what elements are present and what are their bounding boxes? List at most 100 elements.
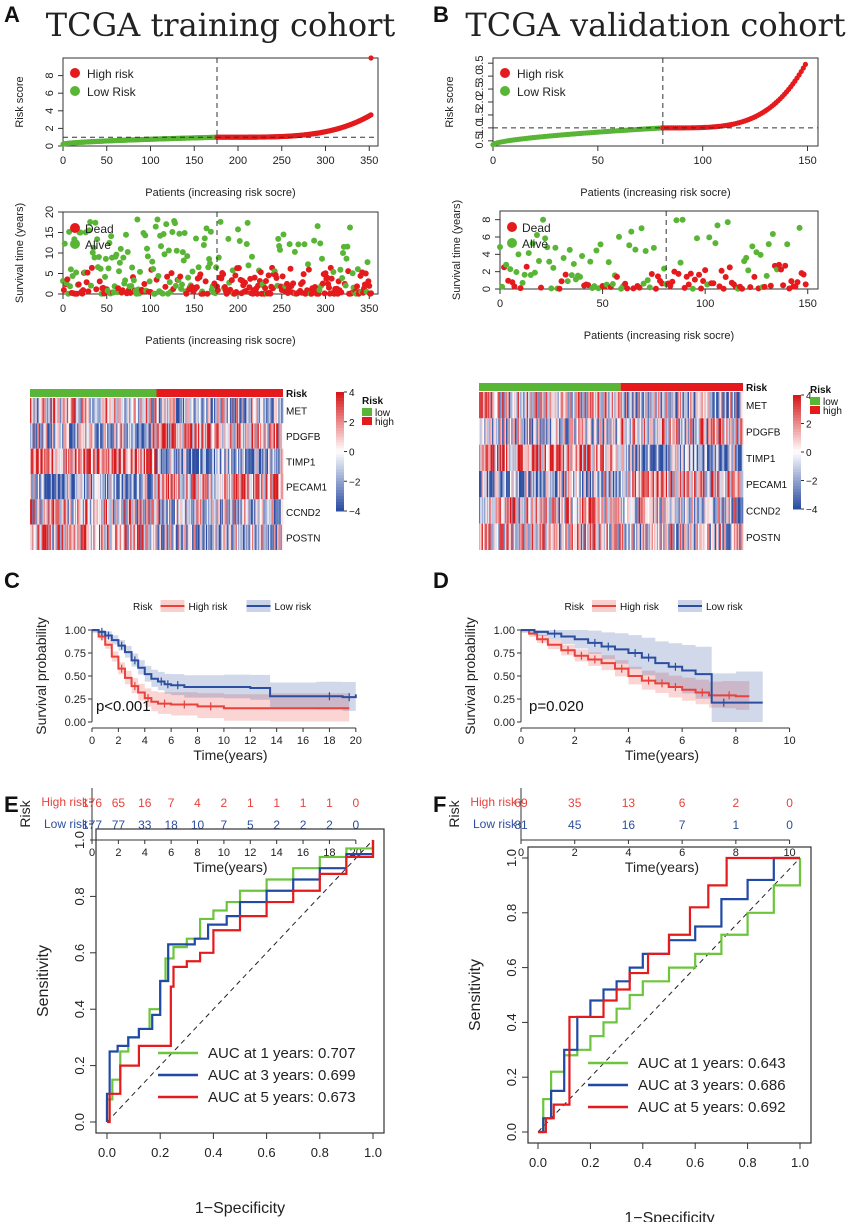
a-heat-cell (270, 398, 272, 424)
b-heat-cell (485, 444, 488, 471)
a-heat-cell (103, 423, 106, 449)
a-status-status-point (84, 269, 91, 276)
a-heat-cell (82, 423, 85, 449)
a-heat-cell (100, 423, 102, 449)
a-status-status-point (275, 235, 282, 242)
b-heat-cell (569, 392, 571, 419)
a-heat-cell (200, 398, 202, 424)
a-heat-cell (38, 398, 40, 424)
a-status-status-point (88, 282, 94, 289)
b-heat-scale-step (793, 443, 801, 447)
b-heat-cell (515, 444, 517, 471)
a-heat-cell (118, 398, 120, 424)
a-heat-cell (184, 423, 186, 449)
a-heat-cell (173, 474, 176, 500)
b-heat-cell (587, 523, 589, 550)
a-heat-cell (84, 474, 86, 500)
b-status-status-point (624, 285, 631, 292)
a-heat-cell (154, 448, 156, 474)
a-heat-scale-step (336, 475, 344, 479)
b-heat-cell (583, 444, 585, 471)
b-heat-cell (552, 497, 554, 524)
b-heat-cell (718, 418, 721, 445)
d-km-table-count: 0 (786, 818, 793, 832)
b-heat-cell (694, 418, 696, 445)
b-heat-cell (706, 392, 709, 419)
a-heat-cell (138, 398, 140, 424)
a-heat-cell (239, 423, 241, 449)
b-heat-cell (648, 497, 651, 524)
a-heat-cell (100, 398, 102, 424)
a-heat-cell (201, 448, 203, 474)
b-heat-cell (661, 471, 664, 498)
a-heat-cell (161, 474, 163, 500)
a-heat-cell (166, 524, 169, 550)
a-status-status-point (277, 246, 283, 253)
b-heat-cell (677, 444, 679, 471)
b-heat-cell (540, 471, 543, 498)
b-risk-legend-label: Low Risk (517, 85, 567, 99)
b-heat-cell (605, 444, 607, 471)
b-heat-cell (601, 523, 603, 550)
b-heat-cell (709, 392, 712, 419)
b-heat-cell (536, 471, 539, 498)
a-heat-cell (74, 524, 77, 550)
a-heat-cell (105, 499, 108, 525)
b-heat-cell (536, 392, 539, 419)
a-heat-cell (31, 524, 33, 550)
b-heat-cell (714, 497, 717, 524)
b-heat-cell (507, 497, 509, 524)
a-heat-cell (92, 474, 94, 500)
a-heat-cell (108, 423, 110, 449)
a-heat-cell (154, 423, 156, 449)
a-heat-cell (253, 524, 255, 550)
b-heat-cell (480, 392, 482, 419)
a-heat-cell (127, 474, 130, 500)
a-status-status-point (92, 219, 99, 226)
b-heat-cell (630, 392, 633, 419)
b-heat-cell (658, 444, 660, 471)
a-heat-cell (161, 499, 163, 525)
b-status-status-point (693, 235, 700, 242)
a-heat-cell (72, 499, 74, 525)
a-heat-cell (194, 423, 196, 449)
a-heat-cell (67, 474, 70, 500)
a-heat-cell (39, 398, 41, 424)
b-heat-cell (525, 418, 527, 445)
a-heat-cell (219, 474, 222, 500)
a-heat-cell (138, 448, 140, 474)
b-heat-cell (629, 471, 632, 498)
b-heat-cell (531, 497, 534, 524)
a-heat-cell (88, 423, 91, 449)
a-heat-cell (41, 524, 43, 550)
a-status-status-point (161, 251, 168, 258)
a-heat-cell (149, 474, 152, 500)
a-heat-cell (153, 448, 155, 474)
a-heat-cell (118, 474, 120, 500)
b-heat-cell (582, 444, 584, 471)
b-status-status-point (794, 279, 801, 286)
a-heat-cell (132, 448, 134, 474)
b-heat-cell (623, 392, 625, 419)
a-status-status-point (83, 279, 90, 286)
a-heat-cell (279, 448, 281, 474)
b-heat-cell (656, 392, 659, 419)
a-heat-cell (161, 423, 163, 449)
b-heat-cell (566, 444, 569, 471)
a-heat-cell (193, 524, 195, 550)
b-heat-cell (714, 392, 717, 419)
a-heat-cell (186, 398, 188, 424)
b-heat-cell (583, 497, 585, 524)
a-heat-cell (170, 474, 172, 500)
b-heat-cell (499, 444, 502, 471)
b-heat-cell (520, 392, 522, 419)
a-status-y-tick-label: 10 (44, 247, 56, 259)
b-heat-cell (580, 392, 583, 419)
a-heat-cell (203, 499, 206, 525)
a-heat-cell (209, 499, 211, 525)
a-heat-cell (109, 499, 111, 525)
a-status-status-point (342, 282, 349, 289)
b-heat-cell (663, 418, 665, 445)
a-heat-cell (141, 499, 143, 525)
a-heat-cell (149, 398, 152, 424)
